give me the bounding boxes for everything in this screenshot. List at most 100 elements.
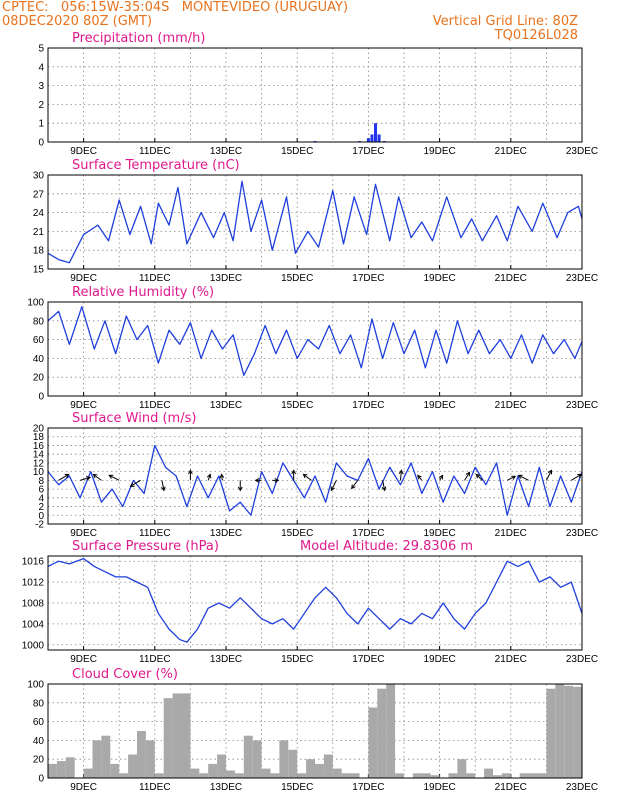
precip-xtick-label: 21DEC [495,146,527,157]
cloud-bar [350,773,360,778]
humidity-xtick-label: 11DEC [139,400,171,411]
temperature-xtick-label: 19DEC [423,273,455,284]
wind-ytick-label: 8 [38,476,44,487]
temperature-xtick-label: 21DEC [495,273,527,284]
pressure-ytick-label: 1016 [22,557,45,568]
wind-arrow [108,474,120,481]
wind-arrow-head [86,476,92,481]
cloud-bar [332,768,342,778]
cloud-bar [573,686,582,778]
temperature-frame [47,174,583,270]
precip-ytick-label: 4 [38,62,44,73]
wind-arrow-head [219,473,225,479]
temperature-panel: Surface Temperature (nC) 15 18 21 24 27 30 9DEC… [33,158,598,284]
wind-xtick-label: 17DEC [352,528,384,539]
precip-ytick-label: 1 [38,119,44,130]
wind-arrow [130,479,141,487]
cloud-bar [484,768,493,778]
humidity-ytick-label: 20 [33,373,45,384]
cloud-ytick-label: 100 [27,680,44,691]
precip-ytick-label: 3 [38,81,44,92]
temperature-ytick-label: 30 [33,171,45,182]
cloud-bar [546,688,556,778]
cloud-bar [457,759,467,778]
cloud-bar [421,773,431,778]
wind-ytick-label: 16 [33,441,45,452]
wind-arrow [79,476,91,481]
precip-xtick-label: 11DEC [139,146,171,157]
temperature-ytick-label: 24 [33,208,45,219]
wind-xtick-label: 23DEC [566,528,598,539]
cloud-bar [395,773,404,778]
cloud-bar [145,740,155,778]
cloud-xtick-label: 11DEC [139,782,171,793]
temperature-ytick-label: 15 [33,265,45,276]
cloud-bar [56,761,66,778]
wind-arrow [351,480,359,489]
temperature-xtick-label: 13DEC [210,273,242,284]
cloud-bar [154,773,164,778]
wind-arrow-head [291,469,296,475]
wind-arrow-head [274,478,280,483]
cloud-bar [226,770,235,778]
cloud-ytick-label: 20 [33,755,45,766]
cloud-title: Cloud Cover (%) [72,667,178,682]
cloud-bar [279,740,289,778]
cloud-bar [172,693,182,778]
wind-arrow-head [330,486,335,492]
wind-arrow-head [206,473,212,479]
cloud-bar [199,773,209,778]
temperature-ytick-label: 27 [33,189,45,200]
humidity-ytick-label: 40 [33,354,45,365]
cloud-bar [119,773,129,778]
humidity-ytick-label: 60 [33,335,45,346]
pressure-xtick-label: 23DEC [566,654,598,665]
cloud-bar [101,735,111,778]
wind-series-line [47,444,583,516]
cloud-bar [137,731,146,778]
humidity-frame [47,301,583,397]
humidity-panel: Relative Humidity (%) 0 20 40 60 80 100 9DEC 11D… [27,285,598,411]
header-grid-note: Vertical Grid Line: 80Z [432,14,578,29]
precip-ytick-label: 2 [38,100,44,111]
cloud-xtick-label: 15DEC [281,782,313,793]
cloud-xtick-label: 9DEC [70,782,97,793]
wind-arrow-head [517,474,523,479]
wind-arrow-head [438,474,444,480]
cloud-bar [501,773,511,778]
humidity-ytick-label: 100 [27,298,44,309]
wind-xtick-label: 21DEC [495,528,527,539]
precip-xtick-label: 15DEC [281,146,313,157]
cloud-bar [493,775,502,778]
humidity-xtick-label: 17DEC [352,400,384,411]
wind-arrow-head [188,469,193,475]
temperature-xtick-label: 17DEC [352,273,384,284]
wind-arrow-head [417,474,422,480]
cloud-bar [190,768,200,778]
humidity-xtick-label: 9DEC [70,400,97,411]
temperature-ytick-label: 21 [33,227,45,238]
cloud-bar [564,685,574,778]
wind-ytick-label: 2 [38,502,44,513]
wind-arrow-head [475,473,481,479]
pressure-title: Surface Pressure (hPa) [72,539,219,554]
cloud-ytick-label: 60 [33,717,45,728]
pressure-ytick-label: 1008 [22,599,45,610]
wind-arrow [303,473,312,481]
pressure-xtick-label: 15DEC [281,654,313,665]
cloud-panel: Cloud Cover (%) 0 20 40 60 80 100 9DEC 11DEC 13DE… [27,667,598,793]
wind-xtick-label: 13DEC [210,528,242,539]
wind-arrow-head [254,478,260,483]
humidity-xtick-label: 15DEC [281,400,313,411]
cloud-ytick-label: 0 [38,774,44,785]
cloud-bar [315,763,324,778]
cloud-xtick-label: 21DEC [495,782,527,793]
temperature-xtick-label: 11DEC [139,273,171,284]
cloud-bar [368,707,378,778]
pressure-subtitle: Model Altitude: 29.8306 m [300,539,473,554]
cloud-bar [297,773,307,778]
header-model-id: TQ0126L028 [494,28,578,43]
wind-arrow [545,470,552,481]
pressure-ytick-label: 1004 [22,619,45,630]
wind-xtick-label: 9DEC [70,528,97,539]
